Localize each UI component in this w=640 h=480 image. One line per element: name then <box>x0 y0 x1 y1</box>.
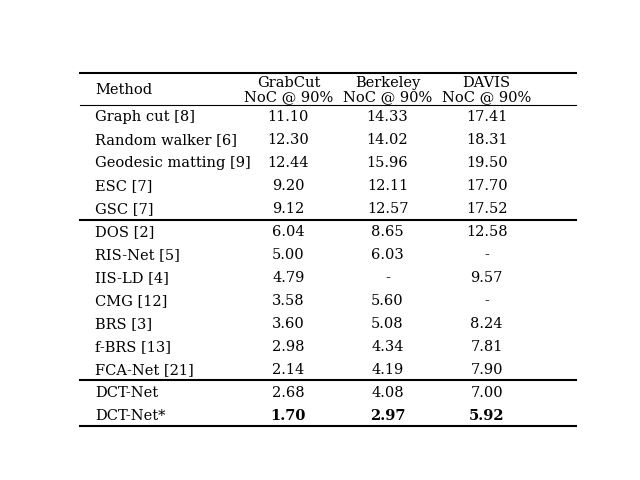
Text: 5.00: 5.00 <box>272 248 305 262</box>
Text: 19.50: 19.50 <box>466 156 508 170</box>
Text: DAVIS: DAVIS <box>463 76 511 90</box>
Text: 15.96: 15.96 <box>367 156 408 170</box>
Text: 7.81: 7.81 <box>470 339 503 353</box>
Text: 4.34: 4.34 <box>371 339 404 353</box>
Text: DOS [2]: DOS [2] <box>95 225 154 239</box>
Text: 7.90: 7.90 <box>470 362 503 376</box>
Text: 14.02: 14.02 <box>367 133 408 147</box>
Text: 9.57: 9.57 <box>470 271 503 285</box>
Text: GrabCut: GrabCut <box>257 76 320 90</box>
Text: 2.14: 2.14 <box>272 362 305 376</box>
Text: 2.97: 2.97 <box>370 408 405 422</box>
Text: CMG [12]: CMG [12] <box>95 293 167 307</box>
Text: 18.31: 18.31 <box>466 133 508 147</box>
Text: 8.65: 8.65 <box>371 225 404 239</box>
Text: 4.19: 4.19 <box>371 362 404 376</box>
Text: 17.52: 17.52 <box>466 202 508 216</box>
Text: IIS-LD [4]: IIS-LD [4] <box>95 271 169 285</box>
Text: ESC [7]: ESC [7] <box>95 179 152 193</box>
Text: 17.70: 17.70 <box>466 179 508 193</box>
Text: BRS [3]: BRS [3] <box>95 316 152 330</box>
Text: -: - <box>484 293 489 307</box>
Text: 12.30: 12.30 <box>268 133 309 147</box>
Text: NoC @ 90%: NoC @ 90% <box>442 90 531 104</box>
Text: 12.11: 12.11 <box>367 179 408 193</box>
Text: 6.03: 6.03 <box>371 248 404 262</box>
Text: 17.41: 17.41 <box>466 110 508 124</box>
Text: 2.68: 2.68 <box>272 385 305 399</box>
Text: 8.24: 8.24 <box>470 316 503 330</box>
Text: 6.04: 6.04 <box>272 225 305 239</box>
Text: 2.98: 2.98 <box>272 339 305 353</box>
Text: Method: Method <box>95 83 152 97</box>
Text: 12.57: 12.57 <box>367 202 408 216</box>
Text: Geodesic matting [9]: Geodesic matting [9] <box>95 156 251 170</box>
Text: NoC @ 90%: NoC @ 90% <box>343 90 432 104</box>
Text: 4.79: 4.79 <box>272 271 305 285</box>
Text: 14.33: 14.33 <box>367 110 408 124</box>
Text: 7.00: 7.00 <box>470 385 503 399</box>
Text: 5.08: 5.08 <box>371 316 404 330</box>
Text: Random walker [6]: Random walker [6] <box>95 133 237 147</box>
Text: 11.10: 11.10 <box>268 110 309 124</box>
Text: GSC [7]: GSC [7] <box>95 202 154 216</box>
Text: FCA-Net [21]: FCA-Net [21] <box>95 362 194 376</box>
Text: Graph cut [8]: Graph cut [8] <box>95 110 195 124</box>
Text: 12.58: 12.58 <box>466 225 508 239</box>
Text: DCT-Net: DCT-Net <box>95 385 158 399</box>
Text: 5.92: 5.92 <box>469 408 504 422</box>
Text: 5.60: 5.60 <box>371 293 404 307</box>
Text: -: - <box>484 248 489 262</box>
Text: Berkeley: Berkeley <box>355 76 420 90</box>
Text: f-BRS [13]: f-BRS [13] <box>95 339 171 353</box>
Text: NoC @ 90%: NoC @ 90% <box>244 90 333 104</box>
Text: 12.44: 12.44 <box>268 156 309 170</box>
Text: 9.12: 9.12 <box>272 202 305 216</box>
Text: 9.20: 9.20 <box>272 179 305 193</box>
Text: RIS-Net [5]: RIS-Net [5] <box>95 248 180 262</box>
Text: 3.60: 3.60 <box>272 316 305 330</box>
Text: DCT-Net*: DCT-Net* <box>95 408 165 422</box>
Text: 4.08: 4.08 <box>371 385 404 399</box>
Text: 1.70: 1.70 <box>271 408 306 422</box>
Text: -: - <box>385 271 390 285</box>
Text: 3.58: 3.58 <box>272 293 305 307</box>
